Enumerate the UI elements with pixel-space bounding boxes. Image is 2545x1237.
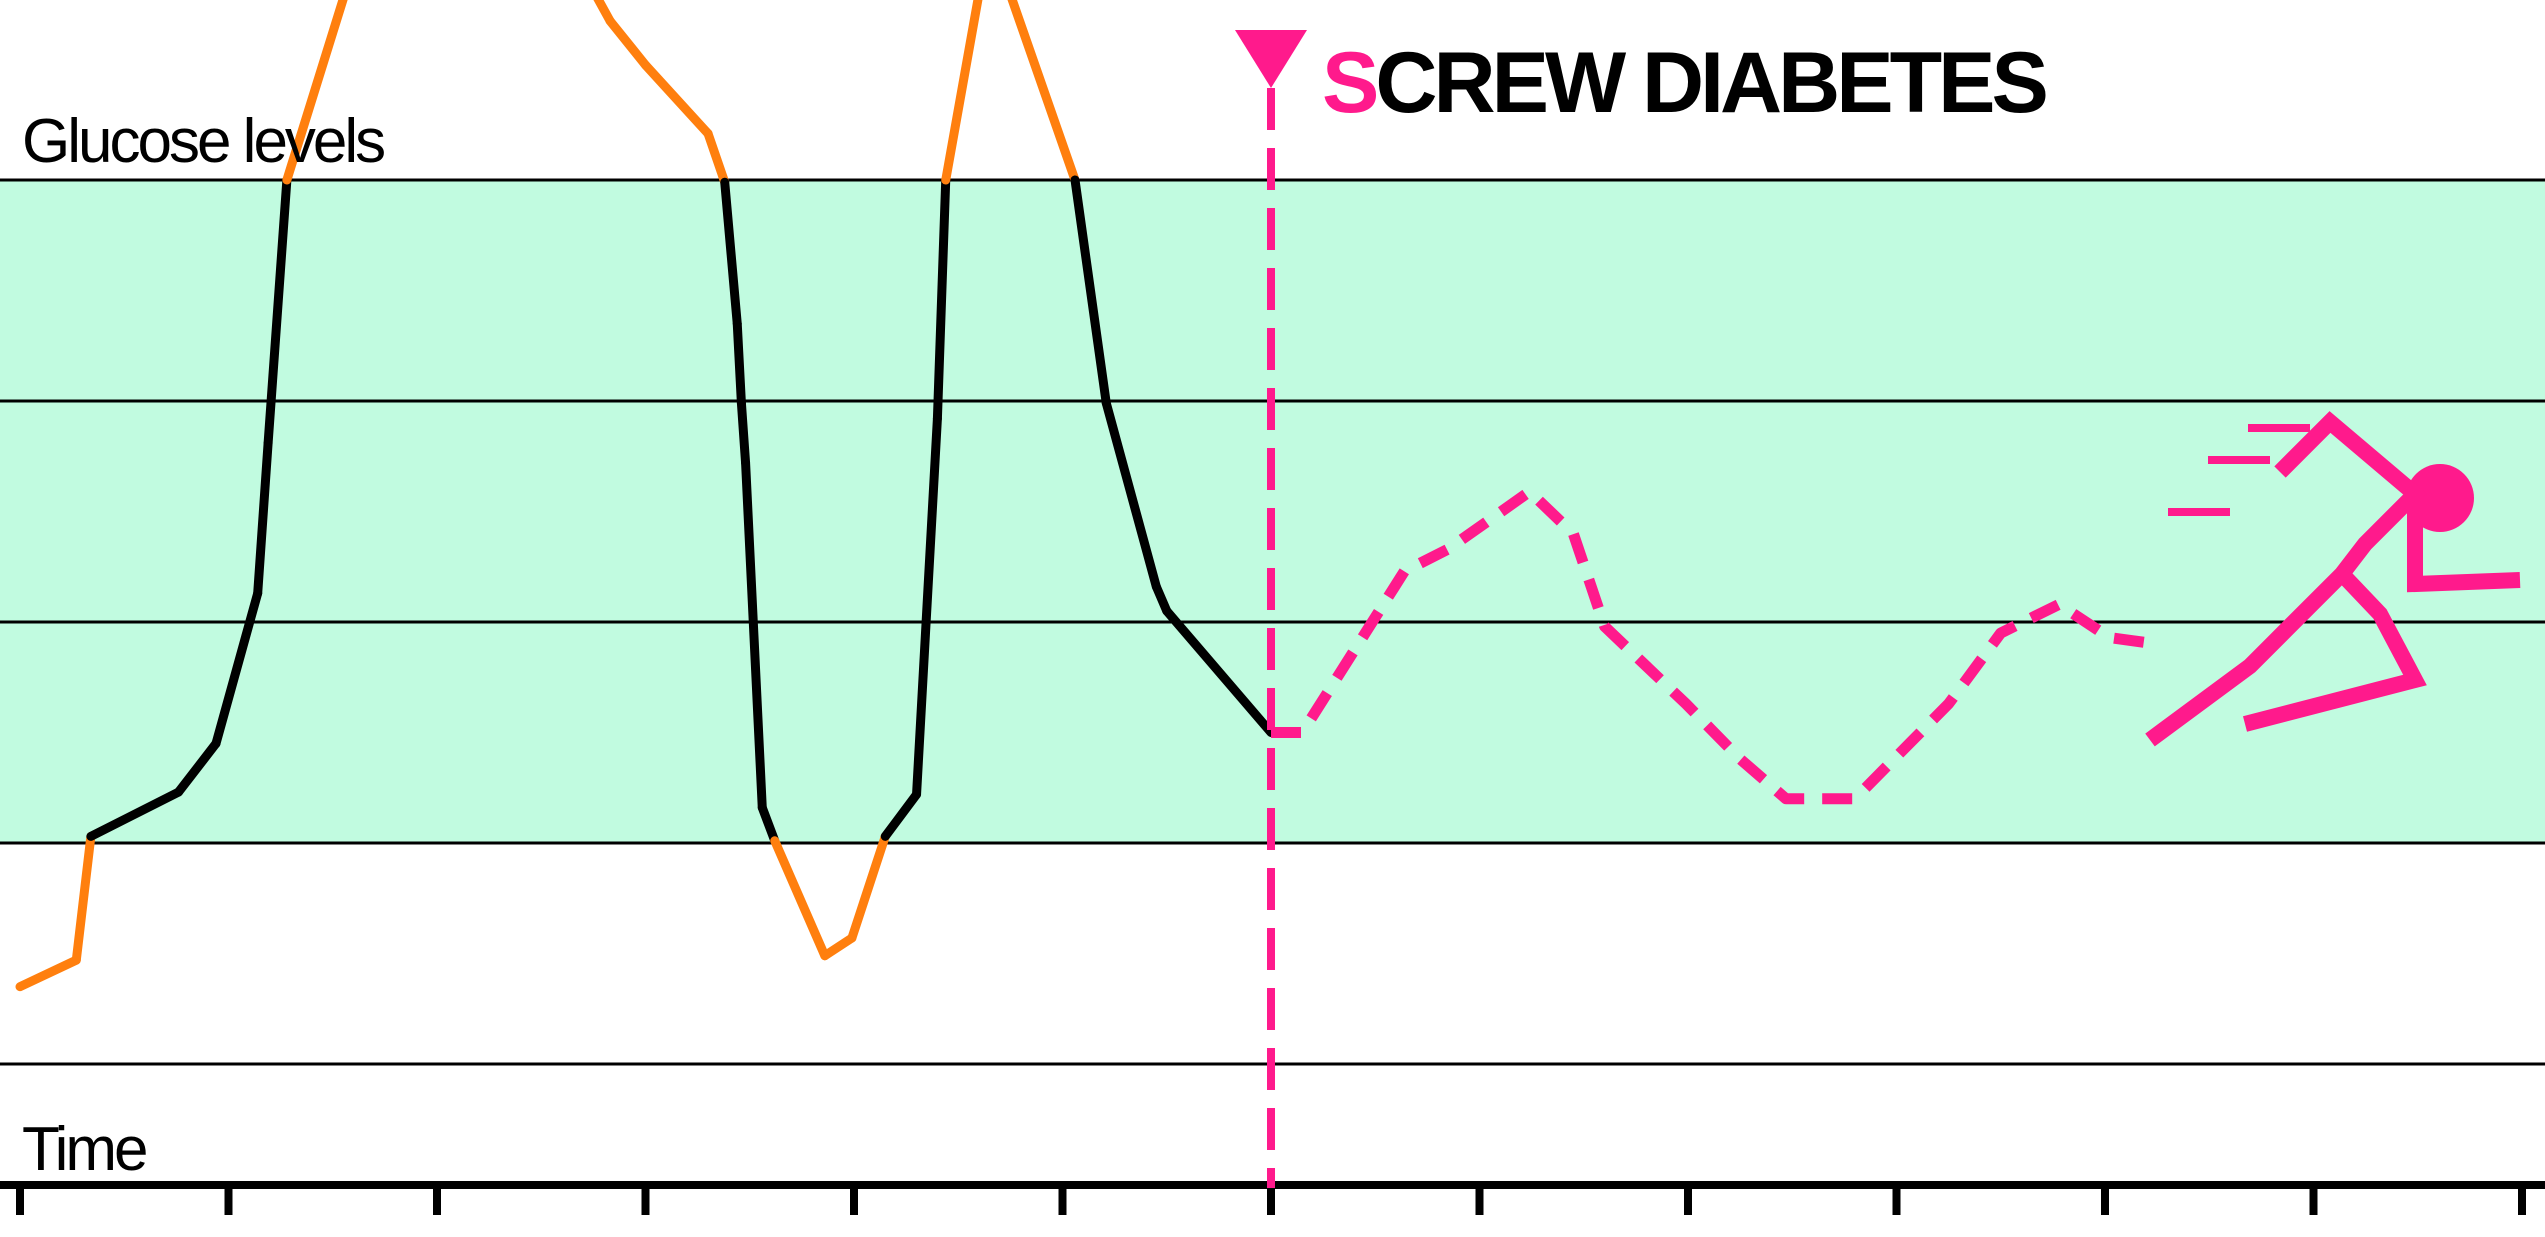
y-axis-label: Glucose levels xyxy=(22,107,384,176)
glucose-segment xyxy=(1007,0,1080,185)
glucose-segment xyxy=(912,414,942,799)
glucose-segment xyxy=(86,787,183,841)
glucose-segment xyxy=(820,933,857,961)
glucose-segment xyxy=(880,789,922,841)
glucose-segment xyxy=(641,60,713,139)
glucose-segment xyxy=(732,319,746,408)
glucose-segment xyxy=(741,458,767,813)
glucose-segment xyxy=(71,831,96,965)
chart-title: SCREW DIABETES xyxy=(1322,35,2045,131)
glucose-segment xyxy=(1070,175,1111,408)
glucose-segment xyxy=(770,836,830,961)
glucose-segment xyxy=(941,0,983,185)
glucose-segment xyxy=(263,175,292,448)
glucose-segment xyxy=(593,0,615,26)
glucose-segment xyxy=(253,438,273,598)
glucose-segment xyxy=(757,803,780,846)
series-layer xyxy=(15,0,2158,992)
glucose-segment xyxy=(736,398,751,468)
chart-title-first-letter: S xyxy=(1322,35,1376,131)
glucose-segment xyxy=(173,739,221,797)
glucose-segment xyxy=(605,16,650,70)
projection-line xyxy=(1271,486,2158,805)
glucose-segment xyxy=(703,129,730,187)
glucose-segment xyxy=(1101,398,1161,592)
glucose-segment xyxy=(847,831,890,943)
chart-title-rest: CREW DIABETES xyxy=(1375,35,2045,131)
glucose-segment xyxy=(1162,606,1276,737)
now-marker-triangle xyxy=(1235,30,1307,88)
x-axis-label: Time xyxy=(22,1115,146,1184)
glucose-segment xyxy=(932,175,951,424)
runner-icon xyxy=(2145,411,2521,747)
glucose-segment xyxy=(15,955,81,992)
x-axis-ticks xyxy=(16,1185,2526,1215)
glucose-segment xyxy=(211,588,263,749)
glucose-segment xyxy=(720,177,742,329)
glucose-segment xyxy=(282,0,348,185)
